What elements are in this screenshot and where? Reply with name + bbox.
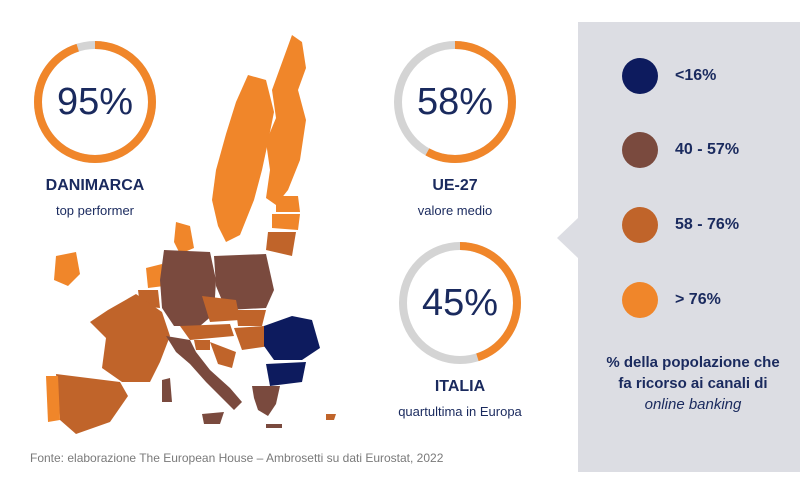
country-ireland [54,252,80,286]
legend-note: % della popolazione che fa ricorso ai ca… [598,352,788,415]
source-note: Fonte: elaborazione The European House –… [30,451,444,465]
denmark-stat: 95% DANIMARCA top performer [25,37,165,218]
legend-note-text: % della popolazione che fa ricorso ai ca… [606,354,780,392]
ring-fill [34,41,156,163]
country-greece [252,386,280,416]
country-france [90,294,170,382]
legend-label: <16% [675,67,717,84]
legend-item: > 76% [622,282,721,318]
legend-label: 40 - 57% [675,141,740,158]
denmark-percentage: 95% [56,80,134,123]
country-romania [264,316,320,360]
eu27-ring: 58% [390,37,520,167]
country-slovakia [236,310,266,326]
country-latvia [272,214,300,230]
ring-fill [394,41,516,163]
country-spain [56,374,128,434]
eu27-stat: 58% UE-27 valore medio [385,37,525,218]
country-portugal [46,376,60,422]
italy-ring: 45% [395,238,525,368]
legend-note-italic: online banking [644,396,742,413]
legend-swatch [622,282,658,318]
italy-percentage: 45% [421,281,499,324]
country-hungary [234,326,270,350]
legend-swatch [622,132,658,168]
denmark-name: DANIMARCA [45,177,145,194]
country-lithuania [266,232,296,256]
italy-stat: 45% ITALIA quartultima in Europa [385,238,535,419]
ring-fill [399,242,521,364]
legend-swatch [622,207,658,243]
country-italy [166,336,242,410]
legend-item: 58 - 76% [622,207,739,243]
legend-label: 58 - 76% [675,216,740,233]
eu27-subtitle: valore medio [417,203,493,218]
denmark-subtitle: top performer [55,203,135,218]
italy-subtitle: quartultima in Europa [398,404,522,419]
country-germany [160,250,216,326]
legend-item: <16% [622,58,716,94]
country-denmark [174,222,194,254]
country-bulgaria [266,362,306,386]
country-slovenia [194,340,210,350]
country-croatia [210,342,236,368]
legend-item: 40 - 57% [622,132,739,168]
country-cyprus [326,414,336,420]
country-austria [180,324,234,340]
eu27-name: UE-27 [432,177,478,194]
country-sicily [202,412,224,424]
legend-panel: <16% 40 - 57% 58 - 76% > 76% % della pop… [578,22,800,472]
eu27-percentage: 58% [416,80,494,123]
denmark-ring: 95% [30,37,160,167]
legend-pointer [557,218,578,258]
country-netherlands [146,264,164,288]
country-poland [214,254,274,310]
legend-label: > 76% [675,291,721,308]
country-finland [266,35,306,205]
legend-swatch [622,58,658,94]
country-crete [266,424,282,428]
country-sweden [212,75,274,242]
country-sardinia [162,378,172,402]
europe-map [46,35,336,434]
italy-name: ITALIA [434,378,486,395]
country-czechia [202,296,240,322]
country-estonia [276,196,300,212]
